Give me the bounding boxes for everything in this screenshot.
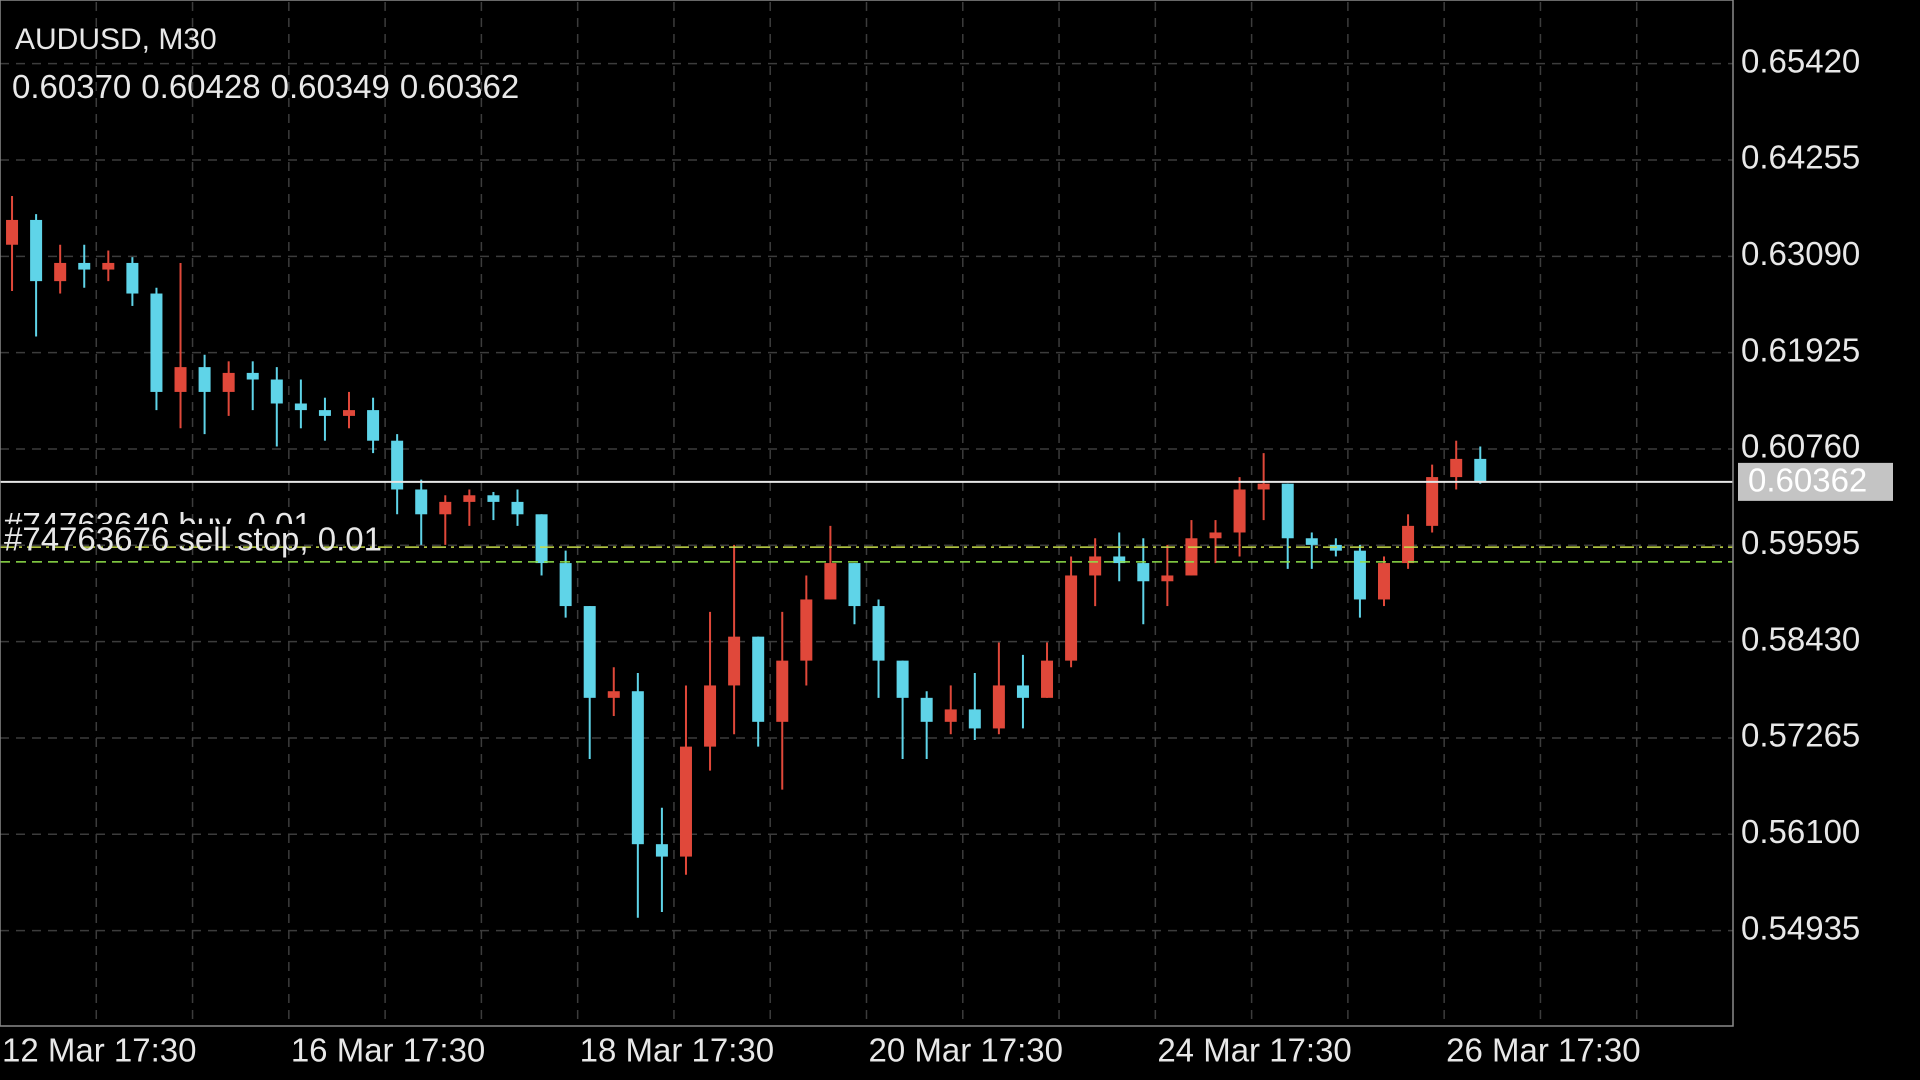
candle-body bbox=[246, 372, 259, 380]
candle-body bbox=[1185, 538, 1198, 576]
candle-body bbox=[944, 709, 957, 722]
ohlc-value: 0.60370 bbox=[12, 68, 131, 105]
candle-body bbox=[1065, 575, 1078, 661]
candle-body bbox=[415, 489, 428, 515]
plot-area bbox=[6, 195, 1487, 918]
candle-body bbox=[318, 410, 331, 416]
ohlc-value: 0.60428 bbox=[141, 68, 260, 105]
candle-body bbox=[367, 410, 380, 441]
candle-body bbox=[6, 219, 19, 245]
candle-body bbox=[270, 379, 283, 404]
candle-body bbox=[1209, 532, 1222, 539]
candle-body bbox=[1305, 538, 1318, 545]
candle-body bbox=[776, 660, 789, 722]
candle-body bbox=[1233, 489, 1246, 533]
candle-body bbox=[1016, 685, 1029, 698]
y-tick-label: 0.64255 bbox=[1741, 139, 1860, 176]
candle-body bbox=[1474, 458, 1487, 483]
y-tick-label: 0.58430 bbox=[1741, 620, 1860, 657]
y-tick-label: 0.57265 bbox=[1741, 717, 1860, 754]
ohlc-value: 0.60362 bbox=[400, 68, 519, 105]
candle-body bbox=[222, 372, 235, 392]
plot-frame bbox=[0, 0, 1734, 1027]
y-tick-label: 0.65420 bbox=[1741, 42, 1860, 79]
candle-body bbox=[607, 691, 620, 698]
candle-body bbox=[535, 514, 548, 564]
candle-body bbox=[1353, 550, 1366, 600]
candle-body bbox=[824, 563, 837, 600]
x-tick-label: 24 Mar 17:30 bbox=[1157, 1032, 1351, 1069]
price-tag bbox=[1738, 462, 1893, 501]
candle-body bbox=[511, 501, 524, 515]
candle-body bbox=[920, 697, 933, 722]
candle-body bbox=[1257, 483, 1270, 490]
x-tick-label: 26 Mar 17:30 bbox=[1446, 1032, 1640, 1069]
candle-body bbox=[1426, 477, 1439, 526]
x-tick-label: 16 Mar 17:30 bbox=[291, 1032, 485, 1069]
candle-body bbox=[752, 636, 765, 722]
candle-body bbox=[30, 219, 43, 282]
candle-body bbox=[631, 691, 644, 845]
ohlc-header: 0.60370 0.60428 0.60349 0.60362 bbox=[12, 68, 519, 105]
candle-body bbox=[294, 403, 307, 411]
candle-body bbox=[1113, 556, 1126, 564]
candle-body bbox=[1450, 458, 1463, 478]
candle-body bbox=[150, 293, 163, 392]
candle-body bbox=[102, 262, 115, 270]
y-tick-label: 0.63090 bbox=[1741, 235, 1860, 272]
candle-body bbox=[1402, 525, 1415, 564]
order-label: #74763676 sell stop, 0.01 bbox=[4, 521, 382, 558]
grid bbox=[0, 2, 1733, 1026]
candle-body bbox=[728, 636, 741, 686]
candle-body bbox=[126, 262, 139, 294]
chart-title: AUDUSD, M30 bbox=[15, 23, 217, 56]
candle-body bbox=[78, 262, 91, 270]
candle-body bbox=[872, 606, 885, 661]
y-tick-label: 0.59595 bbox=[1741, 524, 1860, 561]
candle-body bbox=[1041, 660, 1054, 698]
order-label: #74763640 buy, 0.01 bbox=[4, 506, 312, 543]
candle-body bbox=[439, 501, 452, 515]
y-tick-label: 0.56100 bbox=[1741, 813, 1860, 850]
y-tick-label: 0.61925 bbox=[1741, 331, 1860, 368]
candle-body bbox=[391, 440, 404, 490]
candle-body bbox=[1137, 563, 1150, 582]
candle-body bbox=[896, 660, 909, 698]
candle-body bbox=[463, 495, 476, 502]
candle-body bbox=[343, 410, 356, 416]
candle-body bbox=[174, 367, 187, 392]
candle-body bbox=[992, 685, 1005, 729]
candle-body bbox=[704, 685, 717, 747]
candle-body bbox=[487, 495, 500, 502]
candle-body bbox=[655, 844, 668, 857]
candle-body bbox=[198, 367, 211, 392]
y-tick-label: 0.60760 bbox=[1741, 428, 1860, 465]
x-tick-label: 12 Mar 17:30 bbox=[2, 1032, 196, 1069]
candle-body bbox=[559, 563, 572, 607]
x-tick-label: 18 Mar 17:30 bbox=[580, 1032, 774, 1069]
candle-body bbox=[1161, 575, 1174, 582]
candle-body bbox=[1377, 563, 1390, 600]
candle-body bbox=[583, 606, 596, 698]
candle-body bbox=[1281, 483, 1294, 539]
candle-body bbox=[848, 563, 861, 607]
x-tick-label: 20 Mar 17:30 bbox=[869, 1032, 1063, 1069]
candle-body bbox=[800, 599, 813, 661]
candle-body bbox=[679, 746, 692, 857]
candle-body bbox=[1089, 556, 1102, 576]
overlay: #74763640 buy, 0.01#74763676 sell stop, … bbox=[0, 480, 1733, 563]
price-tag-label: 0.60362 bbox=[1748, 462, 1867, 499]
ohlc-value: 0.60349 bbox=[271, 68, 390, 105]
candle-body bbox=[968, 709, 981, 729]
candle-body bbox=[54, 262, 67, 282]
y-tick-label: 0.54935 bbox=[1741, 909, 1860, 946]
